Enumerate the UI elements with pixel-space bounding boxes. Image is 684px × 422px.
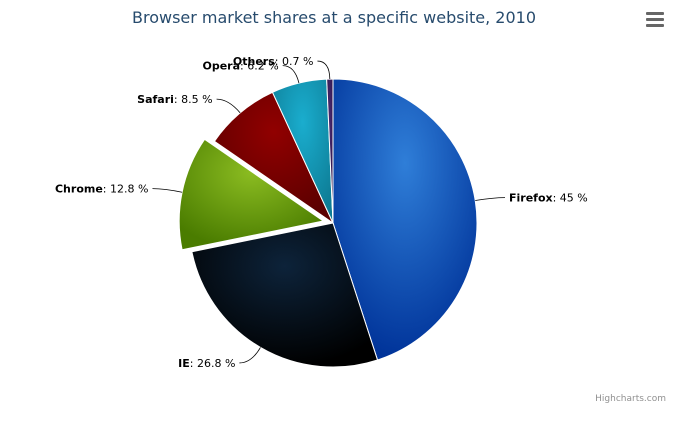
label-safari: Safari: 8.5 %	[137, 93, 212, 106]
label-others: Others: 0.7 %	[233, 55, 314, 68]
chart-title: Browser market shares at a specific webs…	[131, 8, 537, 27]
label-ie: IE: 26.8 %	[178, 357, 235, 370]
label-name-chrome: Chrome	[55, 183, 103, 196]
hamburger-menu-icon[interactable]	[646, 12, 664, 28]
label-name-safari: Safari	[137, 93, 174, 106]
connector-safari	[216, 98, 241, 114]
connector-ie	[239, 347, 261, 364]
label-value-others: : 0.7 %	[275, 55, 314, 68]
label-chrome: Chrome: 12.8 %	[55, 183, 148, 196]
connector-chrome	[152, 188, 183, 193]
connector-others	[317, 60, 331, 80]
label-name-ie: IE	[178, 357, 190, 370]
pie-slice-ie[interactable]	[191, 222, 379, 368]
credits-link[interactable]: Highcharts.com	[595, 394, 666, 404]
label-name-opera: Opera	[202, 60, 240, 73]
label-name-firefox: Firefox	[509, 192, 553, 205]
connector-firefox	[475, 197, 506, 201]
label-value-chrome: : 12.8 %	[103, 183, 149, 196]
label-firefox: Firefox: 45 %	[509, 192, 588, 205]
label-value-firefox: : 45 %	[553, 192, 588, 205]
pie-slice-firefox[interactable]	[332, 78, 478, 361]
label-value-ie: : 26.8 %	[190, 357, 236, 370]
pie-slice-others[interactable]	[326, 78, 334, 224]
label-opera: Opera: 6.2 %	[202, 60, 278, 73]
label-value-safari: : 8.5 %	[174, 93, 213, 106]
connector-opera	[282, 65, 300, 84]
label-name-others: Others	[233, 55, 275, 68]
label-value-opera: : 6.2 %	[240, 60, 279, 73]
